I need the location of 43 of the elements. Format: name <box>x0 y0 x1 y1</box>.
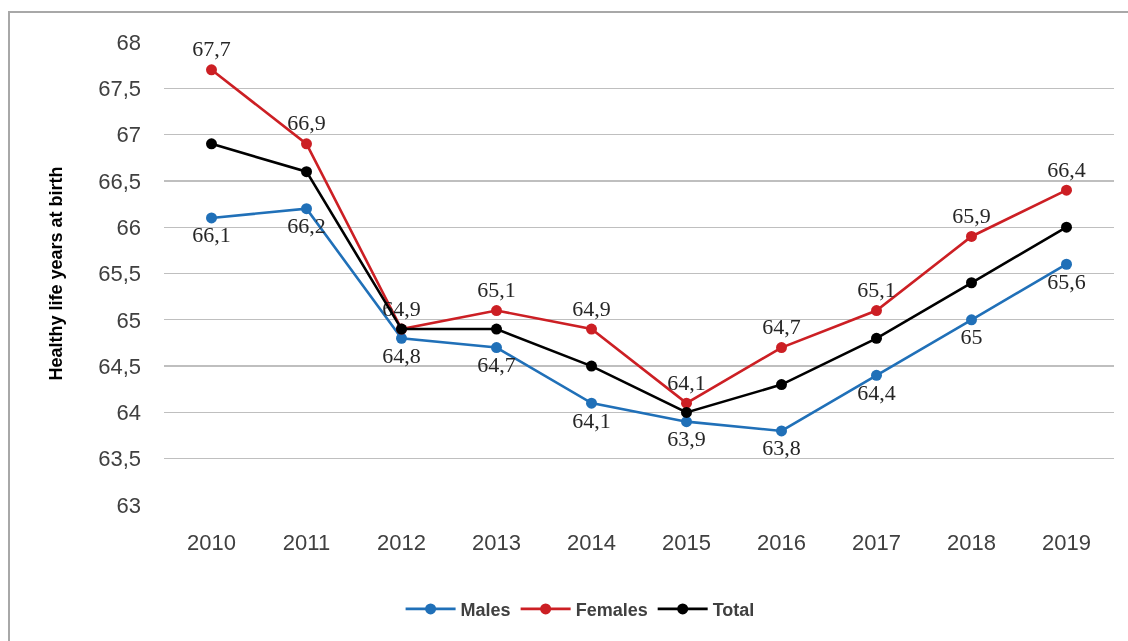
data-label: 65,9 <box>952 203 991 229</box>
legend-label: Males <box>460 599 511 620</box>
data-label: 65,1 <box>477 277 516 303</box>
x-tick-label: 2017 <box>852 530 901 555</box>
y-tick-label: 68 <box>116 29 141 55</box>
legend-label: Females <box>575 599 648 620</box>
data-label: 64,4 <box>857 379 896 405</box>
data-label: 64,7 <box>762 314 801 340</box>
data-label: 66,4 <box>1047 156 1086 182</box>
x-tick-label: 2015 <box>662 530 711 555</box>
data-label: 64,9 <box>572 295 611 321</box>
x-tick-label: 2012 <box>377 530 426 555</box>
x-tick-label: 2014 <box>567 530 616 555</box>
data-label: 64,7 <box>477 351 516 377</box>
x-tick-label: 2018 <box>947 530 996 555</box>
legend-label: Total <box>712 599 755 620</box>
y-tick-label: 65 <box>116 307 141 333</box>
y-tick-label: 65,5 <box>98 261 141 287</box>
data-label: 65,1 <box>857 277 896 303</box>
x-tick-label: 2016 <box>757 530 806 555</box>
x-tick-label: 2013 <box>472 530 521 555</box>
data-label: 66,9 <box>287 110 326 136</box>
y-tick-label: 63 <box>116 492 141 518</box>
x-tick-label: 2011 <box>282 530 331 555</box>
y-tick-label: 64,5 <box>98 353 141 379</box>
y-tick-label: 64 <box>116 400 141 426</box>
y-tick-label: 66,5 <box>98 168 141 194</box>
data-label: 63,8 <box>762 435 801 461</box>
data-label: 65 <box>960 324 983 350</box>
data-label: 64,1 <box>667 369 706 395</box>
data-label: 65,6 <box>1047 268 1086 294</box>
data-label: 66,1 <box>192 222 231 248</box>
y-tick-label: 63,5 <box>98 446 141 472</box>
data-label: 63,9 <box>667 426 706 452</box>
y-tick-label: 67 <box>116 122 141 148</box>
x-tick-label: 2010 <box>187 530 236 555</box>
data-label: 64,8 <box>382 342 421 368</box>
y-tick-label: 66 <box>116 214 141 240</box>
data-label: 67,7 <box>192 36 231 62</box>
x-tick-label: 2019 <box>1042 530 1091 555</box>
y-axis-title: Healthy life years at birth <box>46 166 67 381</box>
y-tick-label: 67,5 <box>98 76 141 101</box>
data-label: 64,1 <box>572 407 611 433</box>
